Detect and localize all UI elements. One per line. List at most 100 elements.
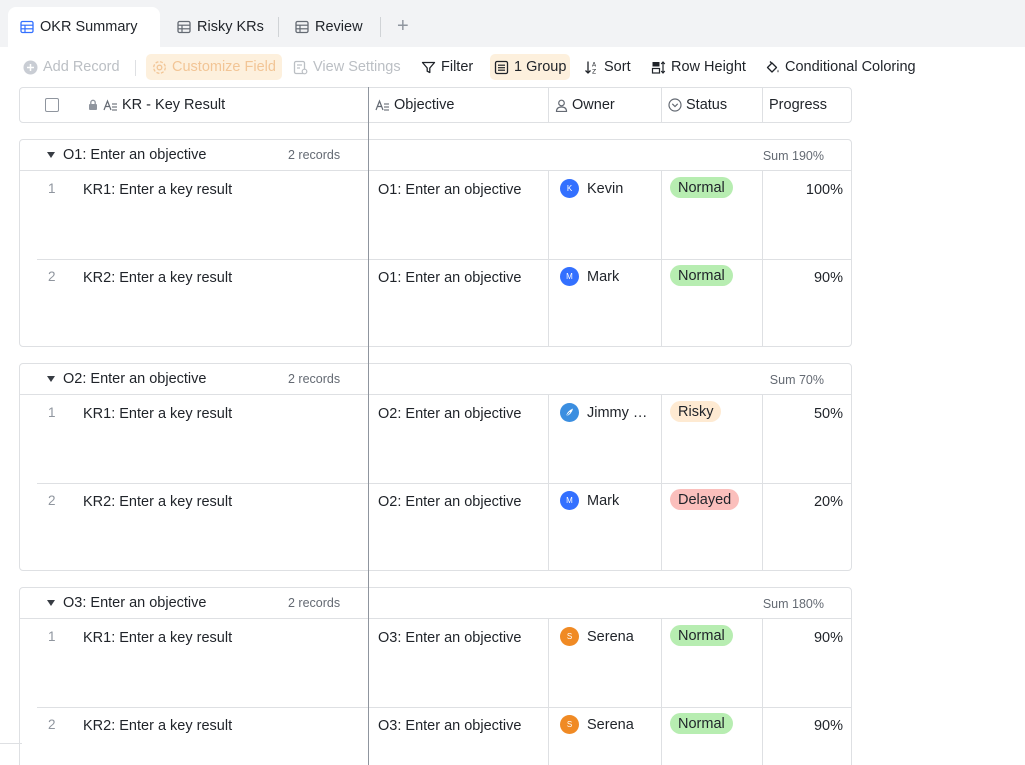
single-select-icon <box>668 98 682 112</box>
cell-divider <box>548 707 549 765</box>
group-sum: Sum 180% <box>762 597 824 611</box>
cell-divider <box>762 259 763 346</box>
tab-okr-summary[interactable]: OKR Summary <box>8 7 160 47</box>
cell-divider <box>661 395 662 483</box>
row-height-button[interactable]: Row Height <box>651 54 746 80</box>
column-header-kr[interactable]: KR - Key Result <box>20 88 369 122</box>
table-row[interactable]: 2 KR2: Enter a key result O2: Enter an o… <box>20 483 851 570</box>
cell-divider <box>661 171 662 259</box>
row-number: 1 <box>48 405 56 420</box>
row-number: 2 <box>48 493 56 508</box>
kr-cell[interactable]: KR2: Enter a key result <box>83 718 233 734</box>
objective-cell[interactable]: O1: Enter an objective <box>378 270 522 286</box>
table-row[interactable]: 2 KR2: Enter a key result O3: Enter an o… <box>20 707 851 765</box>
table-row[interactable]: 1 KR1: Enter a key result O3: Enter an o… <box>20 619 851 707</box>
tab-review[interactable]: Review <box>295 7 363 47</box>
row-height-label: Row Height <box>671 59 746 75</box>
owner-cell[interactable]: S Serena <box>560 627 634 646</box>
table-row[interactable]: 1 KR1: Enter a key result O1: Enter an o… <box>20 171 851 259</box>
status-badge[interactable]: Delayed <box>670 489 740 510</box>
add-record-button[interactable]: Add Record <box>23 54 120 80</box>
owner-cell[interactable]: K Kevin <box>560 179 623 198</box>
svg-text:Z: Z <box>592 68 596 75</box>
cell-divider <box>762 483 763 570</box>
status-badge[interactable]: Normal <box>670 177 733 198</box>
progress-cell[interactable]: 100% <box>805 182 843 198</box>
owner-name: Kevin <box>587 180 624 197</box>
status-badge[interactable]: Risky <box>670 401 722 422</box>
owner-cell[interactable]: Jimmy W... <box>560 403 657 422</box>
group-icon <box>494 60 509 74</box>
frozen-column-divider[interactable] <box>368 87 369 765</box>
row-height-icon <box>651 60 666 74</box>
collapse-caret-icon[interactable] <box>47 152 55 158</box>
tab-divider <box>278 17 279 37</box>
column-header-objective[interactable]: Objective <box>369 88 549 122</box>
group-header[interactable]: O3: Enter an objective 2 records Sum 180… <box>20 588 851 619</box>
objective-cell[interactable]: O2: Enter an objective <box>378 494 522 510</box>
collapse-caret-icon[interactable] <box>47 376 55 382</box>
kr-cell[interactable]: KR1: Enter a key result <box>83 406 233 422</box>
view-settings-icon <box>293 60 308 74</box>
column-header-owner[interactable]: Owner <box>549 88 662 122</box>
status-badge[interactable]: Normal <box>670 625 733 646</box>
avatar: M <box>560 267 579 286</box>
group-sum: Sum 70% <box>769 373 824 387</box>
filter-button[interactable]: Filter <box>421 54 473 80</box>
group-button[interactable]: 1 Group <box>490 54 571 80</box>
progress-cell[interactable]: 20% <box>813 494 843 510</box>
objective-cell[interactable]: O1: Enter an objective <box>378 182 522 198</box>
avatar: K <box>560 179 579 198</box>
owner-cell[interactable]: M Mark <box>560 491 619 510</box>
owner-name: Serena <box>587 716 634 733</box>
cell-divider <box>661 619 662 707</box>
svg-text:A: A <box>592 61 597 68</box>
text-field-icon <box>103 98 117 111</box>
record-group: O2: Enter an objective 2 records Sum 70%… <box>19 363 852 571</box>
table-header: KR - Key Result Objective Owner Status P… <box>19 87 852 123</box>
owner-cell[interactable]: M Mark <box>560 267 619 286</box>
conditional-coloring-button[interactable]: Conditional Coloring <box>765 54 916 80</box>
cell-divider <box>661 483 662 570</box>
add-view-button[interactable]: + <box>397 15 409 37</box>
tab-risky-krs[interactable]: Risky KRs <box>177 7 264 47</box>
view-settings-button[interactable]: View Settings <box>293 54 401 80</box>
cell-divider <box>762 395 763 483</box>
column-title: Status <box>686 97 728 113</box>
objective-cell[interactable]: O3: Enter an objective <box>378 718 522 734</box>
customize-field-label: Customize Field <box>172 59 276 75</box>
column-header-progress[interactable]: Progress <box>763 88 851 122</box>
kr-cell[interactable]: KR1: Enter a key result <box>83 182 233 198</box>
column-header-status[interactable]: Status <box>662 88 763 122</box>
table-row[interactable]: 1 KR1: Enter a key result O2: Enter an o… <box>20 395 851 483</box>
status-badge[interactable]: Normal <box>670 713 733 734</box>
gear-icon <box>153 60 166 74</box>
collapse-caret-icon[interactable] <box>47 600 55 606</box>
status-badge[interactable]: Normal <box>670 265 733 286</box>
select-all-checkbox[interactable] <box>45 98 59 112</box>
column-title: Objective <box>394 97 455 113</box>
progress-cell[interactable]: 50% <box>813 406 843 422</box>
record-group: O3: Enter an objective 2 records Sum 180… <box>19 587 852 765</box>
progress-cell[interactable]: 90% <box>813 718 843 734</box>
objective-cell[interactable]: O2: Enter an objective <box>378 406 522 422</box>
cell-divider <box>661 707 662 765</box>
kr-cell[interactable]: KR2: Enter a key result <box>83 494 233 510</box>
group-header[interactable]: O1: Enter an objective 2 records Sum 190… <box>20 140 851 171</box>
text-field-icon <box>375 98 389 111</box>
owner-cell[interactable]: S Serena <box>560 715 634 734</box>
kr-cell[interactable]: KR2: Enter a key result <box>83 270 233 286</box>
group-header[interactable]: O2: Enter an objective 2 records Sum 70% <box>20 364 851 395</box>
row-number: 1 <box>48 181 56 196</box>
progress-cell[interactable]: 90% <box>813 270 843 286</box>
customize-field-button[interactable]: Customize Field <box>146 54 282 80</box>
objective-cell[interactable]: O3: Enter an objective <box>378 630 522 646</box>
cell-divider <box>762 619 763 707</box>
table-row[interactable]: 2 KR2: Enter a key result O1: Enter an o… <box>20 259 851 346</box>
toolbar: Add Record Customize Field View Settings… <box>0 47 1025 87</box>
progress-cell[interactable]: 90% <box>813 630 843 646</box>
group-label: 1 Group <box>514 59 567 75</box>
kr-cell[interactable]: KR1: Enter a key result <box>83 630 233 646</box>
tab-label: Risky KRs <box>197 19 264 35</box>
